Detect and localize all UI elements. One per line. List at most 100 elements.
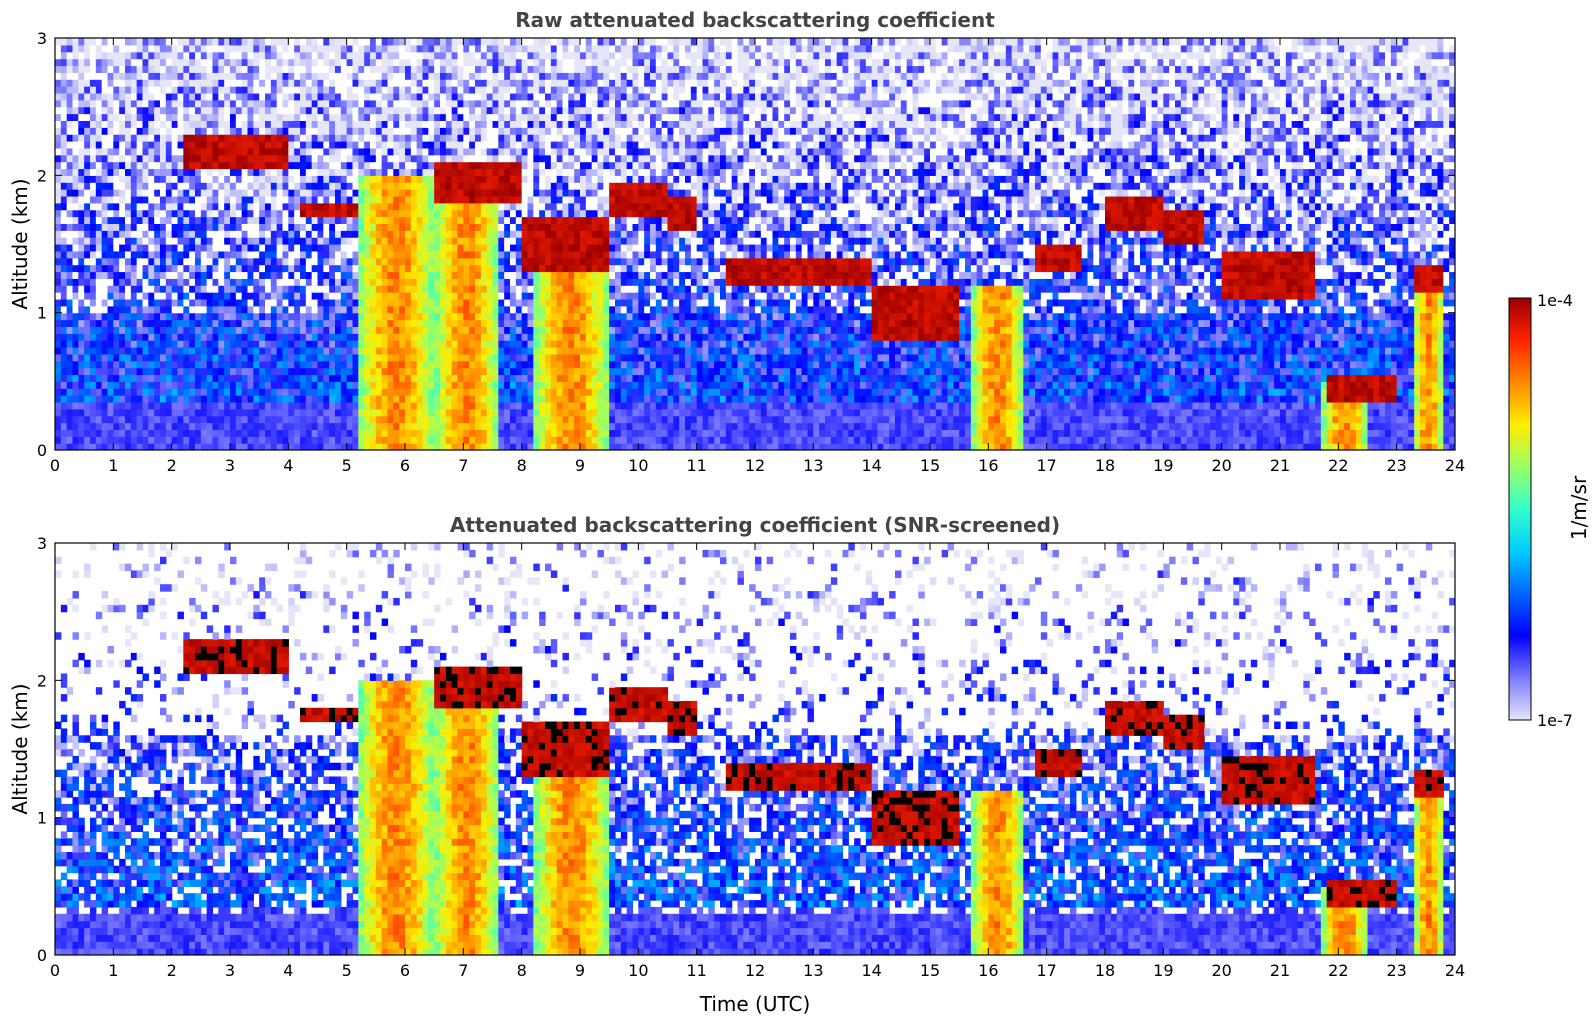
heatmap-cell — [288, 429, 295, 437]
heatmap-cell — [475, 223, 482, 231]
heatmap-cell — [533, 216, 540, 224]
heatmap-cell — [300, 360, 307, 369]
heatmap-cell — [241, 271, 249, 279]
heatmap-cell — [177, 395, 184, 403]
heatmap-cell — [393, 147, 400, 156]
heatmap-cell — [253, 388, 260, 396]
heatmap-cell — [335, 353, 342, 362]
heatmap-cell — [480, 298, 488, 307]
heatmap-cell — [469, 182, 476, 190]
heatmap-cell — [113, 168, 120, 176]
heatmap-cell — [475, 312, 482, 321]
heatmap-cell — [171, 257, 179, 266]
heatmap-cell — [288, 195, 295, 204]
heatmap-cell — [300, 422, 307, 430]
heatmap-cell — [387, 326, 394, 334]
heatmap-cell — [469, 319, 476, 327]
heatmap-cell — [55, 381, 62, 389]
heatmap-cell — [346, 436, 354, 444]
heatmap-cell — [107, 195, 114, 204]
heatmap-cell — [305, 141, 313, 149]
heatmap-cell — [235, 161, 243, 170]
heatmap-cell — [136, 113, 144, 121]
heatmap-cell — [142, 237, 149, 245]
heatmap-cell — [142, 360, 149, 369]
heatmap-cell — [451, 250, 459, 259]
heatmap-cell — [218, 216, 225, 224]
heatmap-cell — [259, 195, 266, 204]
heatmap-cell — [521, 175, 529, 183]
heatmap-cell — [206, 305, 214, 314]
heatmap-cell — [469, 374, 476, 382]
heatmap-cell — [78, 195, 85, 204]
heatmap-cell — [113, 395, 120, 403]
heatmap-cell — [142, 189, 149, 197]
heatmap-cell — [195, 347, 202, 355]
heatmap-cell — [492, 250, 499, 259]
heatmap-cell — [527, 230, 534, 238]
heatmap-cell — [241, 443, 249, 450]
heatmap-cell — [457, 422, 464, 430]
heatmap-cell — [399, 161, 406, 170]
heatmap-cell — [370, 326, 377, 334]
heatmap-cell — [259, 353, 266, 362]
heatmap-cell — [387, 374, 394, 382]
heatmap-cell — [410, 360, 418, 369]
heatmap-cell — [142, 401, 149, 410]
heatmap-cell — [346, 401, 354, 410]
heatmap-cell — [288, 134, 295, 142]
heatmap-cell — [276, 271, 284, 279]
heatmap-cell — [346, 202, 354, 211]
heatmap-cell — [101, 395, 109, 403]
heatmap-cell — [381, 113, 389, 121]
heatmap-cell — [533, 388, 540, 396]
heatmap-cell — [206, 333, 214, 341]
heatmap-cell — [206, 326, 214, 334]
heatmap-cell — [515, 326, 523, 334]
heatmap-cell — [253, 154, 260, 163]
heatmap-cell — [346, 271, 354, 279]
heatmap-cell — [276, 244, 284, 252]
heatmap-cell — [475, 147, 482, 156]
heatmap-cell — [177, 333, 184, 341]
heatmap-cell — [60, 86, 68, 94]
heatmap-cell — [72, 209, 79, 218]
heatmap-cell — [72, 285, 79, 293]
heatmap-cell — [340, 127, 348, 135]
heatmap-cell — [60, 161, 68, 170]
heatmap-cell — [381, 264, 389, 273]
heatmap-cell — [165, 312, 173, 321]
heatmap-cell — [195, 51, 202, 60]
heatmap-cell — [60, 278, 68, 286]
heatmap-cell — [346, 326, 354, 334]
heatmap-cell — [84, 92, 91, 101]
heatmap-cell — [294, 381, 301, 389]
heatmap-cell — [136, 106, 144, 115]
heatmap-cell — [55, 429, 62, 437]
heatmap-cell — [270, 113, 278, 121]
heatmap-cell — [270, 161, 278, 170]
heatmap-cell — [142, 106, 149, 115]
heatmap-cell — [480, 250, 488, 259]
heatmap-cell — [84, 182, 91, 190]
heatmap-cell — [533, 182, 540, 190]
heatmap-cell — [410, 72, 418, 80]
heatmap-cell — [329, 154, 336, 163]
heatmap-cell — [457, 92, 464, 101]
heatmap-cell — [370, 395, 377, 403]
heatmap-cell — [189, 415, 196, 424]
heatmap-cell — [55, 154, 62, 163]
heatmap-cell — [165, 292, 173, 300]
heatmap-cell — [422, 360, 429, 369]
heatmap-cell — [212, 44, 219, 53]
heatmap-cell — [300, 51, 307, 60]
heatmap-cell — [445, 44, 453, 53]
heatmap-cell — [165, 401, 173, 410]
heatmap-cell — [265, 86, 272, 94]
heatmap-cell — [253, 189, 260, 197]
heatmap-cell — [393, 44, 400, 53]
heatmap-cell — [136, 99, 144, 108]
heatmap-cell — [381, 154, 389, 163]
heatmap-cell — [358, 65, 365, 73]
heatmap-cell — [212, 285, 219, 293]
